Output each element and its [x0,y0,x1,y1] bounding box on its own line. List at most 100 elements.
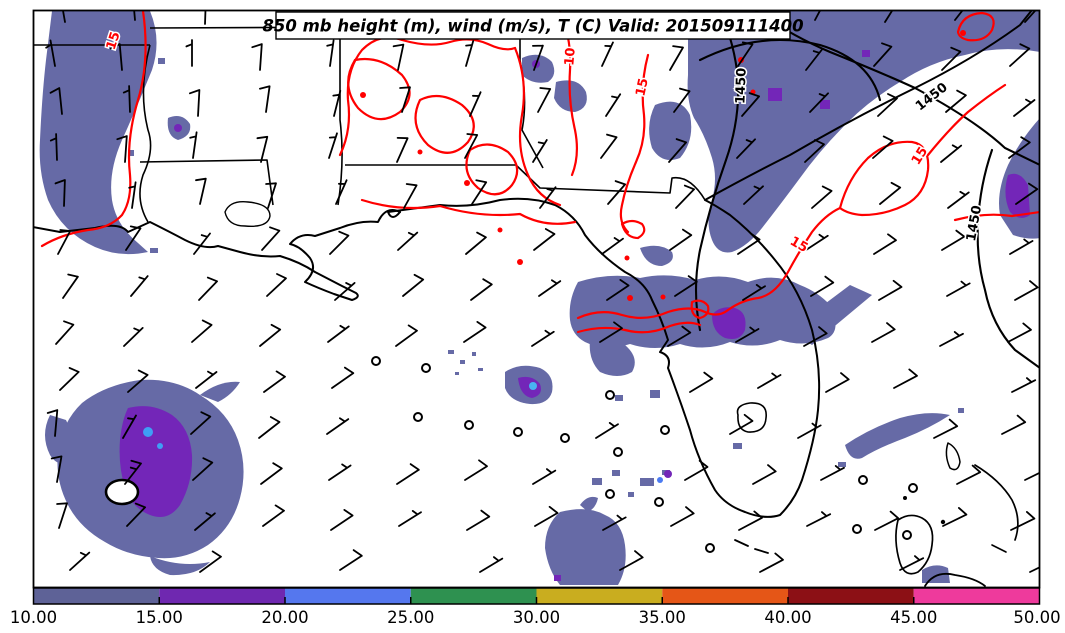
wind-barb [261,226,281,251]
wind-barb [1024,465,1040,481]
wind-barb [684,459,709,481]
wind-barb [602,514,627,531]
wind-barb [595,422,619,439]
wind-barb [189,89,201,117]
wind-barb [1013,98,1036,117]
wind-barb [1029,566,1040,573]
wind-barb [195,370,218,389]
wind-barb [606,279,630,301]
wind-barb [57,229,72,255]
wind-barb [893,368,918,389]
title-box: 850 mb height (m), wind (m/s), T (C) Val… [262,11,804,40]
wind-barb [263,370,286,393]
calm-wind-circle [902,530,912,540]
wind-barb [737,233,761,255]
calm-wind-circle [858,475,868,485]
wind-barb [265,182,277,209]
calm-wind-circle [464,420,474,430]
calm-wind-circle [705,543,715,553]
wind-barb [396,463,420,485]
wind-barb [59,367,80,391]
temp-contour-label: 15 [633,77,651,98]
wind-barb [806,511,832,527]
wind-barb [396,137,409,163]
calm-wind-circle [852,524,862,534]
wind-barb [689,371,714,393]
wind-barb [258,416,281,439]
wind-barb [940,144,963,163]
wind-barb [402,273,425,297]
wind-barb [1024,10,1037,23]
calm-wind-circle [660,425,670,435]
calm-wind-circle [371,356,381,366]
colorbar-segment [159,588,285,604]
wind-barb [259,85,271,113]
wind-barb [810,275,835,297]
temp-contour-label: 10 [562,47,579,66]
wind-barb [470,278,493,301]
wind-barb [332,89,342,117]
calm-wind-circle [908,483,918,493]
wind-barb [195,177,207,205]
wind-barb [1011,377,1037,393]
wind-barb [469,91,482,117]
wind-barb [399,86,411,113]
colorbar-segment [33,588,160,604]
temperature-contour-dots [360,30,966,301]
wind-barb [538,279,562,297]
wind-barb [947,190,970,209]
wind-barb [49,133,58,161]
wind-barb [331,366,355,389]
calm-wind-circle [513,427,523,437]
wind-barb [50,455,63,483]
colorbar-tick-label: 30.00 [513,608,560,627]
wind-barb [465,231,487,255]
wind-barb [464,133,479,159]
colorbar-tick-label: 40.00 [764,608,811,627]
colorbar-tick-label: 50.00 [1013,608,1060,627]
wind-barb [55,320,75,345]
contour-labels-layer: 15 10 15 15 15 1450 1450 1450 [102,28,986,257]
wind-barb [328,463,352,481]
wind-barb [533,228,556,251]
wind-barb [1009,238,1034,255]
wind-barb [335,179,348,205]
wind-barb [124,459,142,485]
wind-barb [825,372,850,393]
wind-barb [531,329,555,347]
wind-barb [334,282,356,301]
colorbar-tick-label: 45.00 [890,608,937,627]
wind-barb [534,505,559,527]
colorbar-ticks [158,597,915,604]
wind-barb [392,43,405,71]
wind-barb [191,319,213,343]
wind-barb [729,413,754,435]
wind-barb [199,550,222,573]
wind-barb [54,179,66,207]
wind-barb [1009,43,1031,67]
wind-barb [809,92,829,113]
colorbar-tick-label: 10.00 [10,608,57,627]
colorbar-segment [662,588,788,604]
wind-barb [752,464,777,485]
wind-barb [805,48,823,71]
figure-title: 850 mb height (m), wind (m/s), T (C) Val… [262,17,803,36]
wind-barb [49,87,63,115]
wind-barb [669,45,684,71]
wind-barb [1014,280,1039,301]
wind-barb [403,183,418,209]
wind-barb [873,42,893,67]
wind-barb [803,326,828,347]
wind-barb [198,276,218,301]
temp-contour-label: 15 [104,30,124,52]
wind-barb [330,509,354,531]
wind-barb [673,87,691,113]
wind-barb [326,39,335,67]
wind-barb [532,44,544,71]
wind-barb [266,273,287,297]
wind-barb [398,510,422,527]
wind-barb [736,138,756,159]
calm-wind-circle [605,489,615,499]
